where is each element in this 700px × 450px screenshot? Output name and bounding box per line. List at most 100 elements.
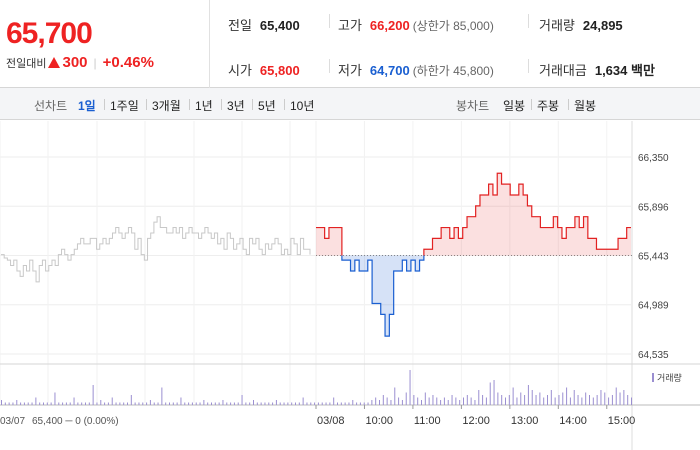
tab-period-4[interactable]: 3년 — [227, 99, 245, 113]
volume-bar — [191, 402, 193, 405]
tab-divider-period-1 — [146, 99, 147, 110]
stat-divider — [329, 59, 330, 73]
volume-legend-swatch — [652, 373, 654, 382]
volume-bar — [329, 402, 331, 405]
volume-bar — [394, 387, 396, 405]
volume-bar — [134, 402, 136, 405]
volume-bar — [321, 402, 323, 405]
volume-bar — [146, 402, 148, 405]
volume-bar — [424, 392, 426, 405]
price-chart: 66,350 65,896 65,443 64,989 64,535 거래량 03/08 10… — [0, 121, 700, 450]
volume-bar — [161, 387, 163, 405]
volume-bar — [104, 402, 106, 405]
volume-bar — [474, 400, 476, 405]
volume-bar — [264, 402, 266, 405]
volume-bar — [256, 402, 258, 405]
volume-bar — [505, 397, 506, 405]
down-area-fill — [341, 255, 424, 337]
stat-divider — [528, 59, 529, 73]
volume-bar — [478, 390, 480, 405]
volume-bar — [608, 397, 610, 405]
volume-bar — [16, 400, 18, 405]
volume-bar — [436, 397, 438, 405]
volume-bar — [547, 395, 548, 405]
tab-period-6[interactable]: 10년 — [290, 99, 315, 113]
prev-day-label: 03/07 — [0, 416, 25, 427]
volume-bar — [111, 397, 113, 405]
tab-period-1[interactable]: 1주일 — [110, 99, 139, 113]
tab-candle-1[interactable]: 주봉 — [537, 99, 560, 113]
volume-bar — [249, 402, 251, 405]
volume-bar — [260, 402, 262, 405]
volume-bar — [96, 402, 98, 405]
volume-bar — [600, 390, 602, 405]
volume-bar — [531, 390, 533, 405]
stat-value: 24,895 — [582, 18, 623, 33]
volume-bar — [577, 395, 579, 405]
up-triangle-icon — [48, 57, 61, 68]
volume-bar — [169, 402, 170, 405]
volume-bar — [550, 390, 552, 405]
volume-bar — [497, 392, 499, 405]
volume-bar — [459, 400, 461, 405]
candle-chart-title: 봉차트 — [456, 99, 490, 113]
volume-bar — [310, 402, 312, 405]
tab-period-3[interactable]: 1년 — [195, 99, 213, 113]
volume-bar — [512, 387, 514, 405]
volume-bar — [470, 397, 472, 405]
volume-bar — [31, 402, 33, 405]
volume-bar — [50, 402, 52, 405]
tab-period-0[interactable]: 1일 — [78, 99, 96, 113]
tab-period-5[interactable]: 5년 — [258, 99, 276, 113]
volume-bar — [272, 402, 274, 405]
tab-divider-candle-1 — [568, 99, 569, 110]
volume-bar — [428, 397, 430, 405]
volume-bar — [237, 402, 239, 405]
volume-bar — [157, 402, 159, 405]
volume-bar — [275, 400, 277, 405]
volume-bar — [317, 402, 319, 405]
volume-bar — [527, 385, 529, 405]
volume-bar — [184, 402, 186, 405]
volume-bar — [207, 402, 209, 405]
y-tick-label: 64,535 — [638, 350, 669, 361]
tab-candle-0[interactable]: 일봉 — [503, 99, 526, 113]
volume-bar — [573, 390, 575, 405]
x-tick-label: 12:00 — [462, 415, 490, 427]
volume-bar — [165, 402, 167, 405]
volume-bar — [123, 402, 125, 405]
stat-value: 66,200 — [369, 18, 410, 33]
volume-bar — [333, 397, 335, 405]
tab-candle-2[interactable]: 월봉 — [574, 99, 597, 113]
up-area-fill — [316, 227, 342, 256]
volume-bar — [65, 402, 67, 405]
volume-bar — [142, 402, 144, 405]
volume-bar — [592, 397, 594, 405]
stat-divider — [329, 14, 330, 28]
stat-open: 시가 65,800 — [228, 60, 300, 79]
prev-day-info: 65,400 ─ 0 (0.00%) — [32, 416, 119, 427]
volume-bar — [253, 400, 254, 405]
volume-bar — [180, 397, 182, 405]
volume-bar — [489, 382, 491, 405]
volume-bar — [119, 402, 121, 405]
volume-bar — [188, 402, 190, 405]
tab-period-2[interactable]: 3개월 — [152, 99, 181, 113]
volume-bar — [12, 402, 14, 405]
stat-low: 저가 64,700 (하한가 45,800) — [338, 60, 494, 79]
volume-bar — [451, 395, 453, 405]
volume-bar — [115, 402, 117, 405]
volume-bar — [562, 392, 564, 405]
volume-bar — [172, 402, 174, 405]
volume-bar — [149, 400, 151, 405]
volume-bar — [199, 402, 201, 405]
volume-bar — [325, 402, 327, 405]
volume-bar — [337, 402, 338, 405]
quote-header: 65,700 전일대비 300 | +0.46% 전일 65,400 고가 66… — [0, 0, 700, 88]
stat-label: 저가 — [338, 63, 362, 78]
volume-bar — [77, 402, 79, 405]
stat-divider — [528, 14, 529, 28]
volume-bar — [386, 397, 388, 405]
volume-bar — [92, 385, 94, 405]
volume-bar — [379, 400, 380, 405]
